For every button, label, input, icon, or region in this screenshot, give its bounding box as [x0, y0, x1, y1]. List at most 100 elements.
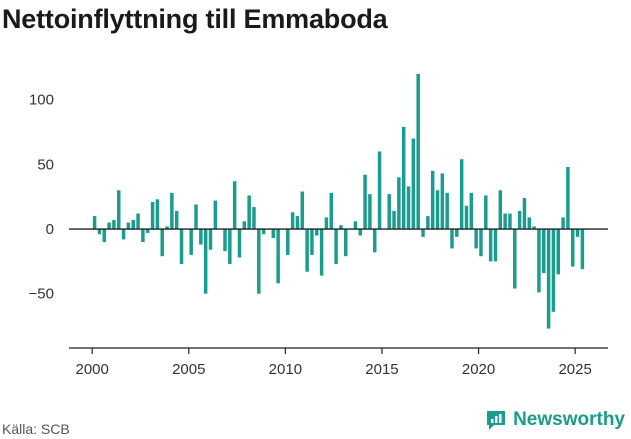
y-tick-label: 50 — [37, 156, 54, 173]
bar — [493, 229, 498, 262]
bar — [517, 210, 522, 230]
bar — [286, 229, 290, 255]
bar — [397, 177, 401, 230]
bar — [232, 181, 237, 230]
x-tick-label: 2010 — [269, 361, 302, 378]
bar — [488, 229, 493, 262]
bar — [368, 194, 372, 230]
bar — [252, 207, 256, 230]
bar — [319, 229, 324, 276]
newsworthy-logo-icon — [487, 411, 506, 430]
bar — [575, 229, 580, 237]
bar — [97, 229, 102, 235]
brand-name: Newsworthy — [513, 409, 625, 430]
bar — [223, 229, 227, 252]
bar — [474, 229, 478, 249]
bar — [150, 201, 155, 230]
bar — [131, 219, 135, 230]
bar — [411, 138, 416, 230]
bar — [310, 229, 314, 255]
bar — [580, 229, 585, 270]
bar — [199, 229, 203, 245]
source-note: Källa: SCB — [2, 421, 70, 437]
bar — [426, 216, 430, 230]
bars-group — [92, 73, 585, 329]
bar — [508, 213, 512, 230]
y-axis-ticks: −50 0 50 100 — [29, 92, 54, 303]
bar — [107, 222, 111, 230]
chart-title: Nettoinflyttning till Emmaboda — [2, 4, 388, 34]
bar — [430, 170, 435, 230]
bar — [566, 166, 570, 230]
bar — [445, 192, 449, 230]
bar — [571, 229, 575, 267]
x-tick-label: 2015 — [365, 361, 398, 378]
bar — [551, 229, 556, 312]
bar — [459, 159, 464, 230]
bar — [392, 210, 396, 230]
bar — [165, 226, 169, 230]
y-tick-label: 100 — [29, 92, 54, 109]
bar — [194, 204, 198, 230]
bar — [271, 229, 276, 239]
bar — [527, 217, 532, 230]
bar — [498, 190, 503, 230]
bar — [455, 229, 459, 237]
bar — [406, 186, 411, 230]
bar — [237, 229, 242, 258]
bar — [450, 229, 454, 249]
bar — [92, 216, 97, 230]
bar — [542, 229, 546, 273]
brand-logo: Newsworthy — [485, 409, 625, 431]
bar — [126, 222, 131, 230]
bar — [464, 205, 469, 230]
bar — [401, 126, 406, 230]
bar — [213, 200, 218, 230]
bar — [324, 217, 329, 230]
bar — [242, 221, 247, 230]
bar — [440, 173, 445, 230]
x-tick-label: 2000 — [75, 361, 108, 378]
bar — [387, 194, 391, 230]
bar — [416, 73, 420, 230]
bar — [228, 229, 232, 264]
bar — [537, 229, 541, 293]
bar — [102, 229, 106, 242]
bar — [329, 192, 333, 230]
bar — [203, 229, 208, 294]
bar — [295, 216, 300, 230]
bar — [377, 151, 382, 230]
bar — [334, 229, 338, 264]
bar — [208, 229, 213, 250]
bar — [484, 195, 488, 230]
bar — [469, 192, 474, 230]
bar — [522, 198, 527, 230]
bar — [290, 212, 295, 230]
bar — [136, 213, 140, 230]
bar — [117, 190, 121, 230]
x-tick-label: 2025 — [558, 361, 591, 378]
bar — [170, 192, 174, 230]
bar — [532, 226, 536, 230]
bar — [315, 229, 319, 236]
y-tick-label: 0 — [46, 221, 54, 238]
bar — [145, 229, 150, 233]
bar — [344, 229, 348, 257]
bar — [174, 210, 179, 230]
x-axis-ticks: 2000 2005 2010 2015 2020 2025 — [75, 348, 592, 378]
x-tick-label: 2005 — [172, 361, 205, 378]
bar — [513, 229, 517, 289]
bar — [546, 229, 551, 329]
x-tick-label: 2020 — [462, 361, 495, 378]
bar — [261, 229, 266, 235]
bar — [372, 229, 377, 253]
bar — [300, 191, 305, 230]
bar — [479, 229, 483, 257]
bar — [179, 229, 184, 264]
y-tick-label: −50 — [29, 286, 54, 303]
bar — [276, 229, 280, 284]
bar — [160, 229, 164, 257]
bar — [247, 195, 251, 230]
bar — [339, 225, 343, 230]
